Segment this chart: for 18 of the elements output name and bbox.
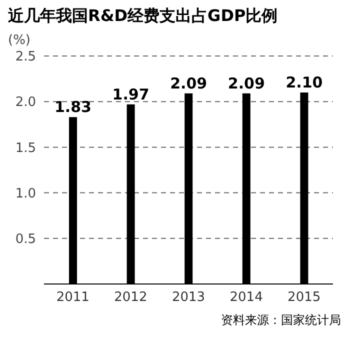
x-tick-label: 2011 [56, 290, 90, 306]
data-label: 1.97 [112, 85, 150, 104]
chart-title: 近几年我国R&D经费支出占GDP比例 [8, 6, 279, 27]
x-tick-label: 2012 [114, 290, 148, 306]
y-tick-label: 2.5 [15, 50, 36, 65]
data-label: 2.10 [286, 73, 323, 92]
text: 资料来源：国家统计局 [220, 312, 341, 329]
data-label: 2.09 [228, 74, 265, 92]
y-tick-label: 1.0 [15, 186, 36, 202]
y-axis-title: (%) [8, 33, 32, 48]
x-tick-label: 2014 [230, 290, 263, 306]
x-tick-label: 2015 [288, 290, 321, 306]
x-tick-label: 2013 [172, 290, 206, 306]
data-label: 2.09 [170, 74, 208, 92]
data-label: 1.83 [54, 98, 92, 116]
y-tick-label: 2.0 [15, 95, 36, 110]
y-tick-label: 1.5 [15, 140, 36, 156]
y-tick-label: 0.5 [15, 232, 36, 248]
